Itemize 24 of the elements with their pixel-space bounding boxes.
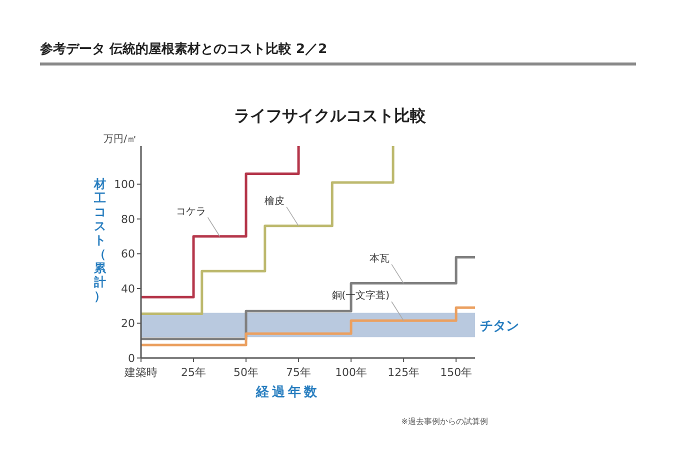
- series-label: 檜皮: [264, 194, 285, 207]
- chart-title: 参考データ 伝統的屋根素材とのコスト比較 2／2: [39, 41, 328, 57]
- x-tick-label: 100年: [335, 366, 368, 379]
- y-tick-label: 80: [121, 212, 135, 226]
- text: 材工コスト（累計）: [94, 177, 106, 303]
- series-label: 本瓦: [370, 252, 390, 264]
- x-tick-label: 75年: [286, 366, 312, 379]
- series-label: 銅(一文字葺): [332, 290, 390, 302]
- x-axis-title: 経過年数: [255, 385, 320, 400]
- band-label: チタン: [480, 318, 519, 334]
- y-tick-label: 20: [121, 317, 135, 330]
- text: 万円/㎡: [104, 134, 137, 145]
- chart-subtitle: ライフサイクルコスト比較: [234, 106, 427, 125]
- x-tick-label: 25年: [181, 366, 206, 379]
- series-label: コケラ: [176, 206, 206, 218]
- text: ※過去事例からの試算例: [401, 417, 488, 426]
- y-tick-label: 40: [121, 282, 135, 296]
- x-tick-label: 150年: [440, 366, 472, 379]
- y-tick-label: 0: [128, 352, 135, 365]
- x-tick-label: 建築時: [124, 366, 158, 379]
- y-tick-label: 100: [114, 178, 135, 192]
- x-tick-label: 50年: [234, 366, 259, 379]
- x-tick-label: 125年: [388, 366, 420, 379]
- y-tick-label: 60: [121, 248, 135, 261]
